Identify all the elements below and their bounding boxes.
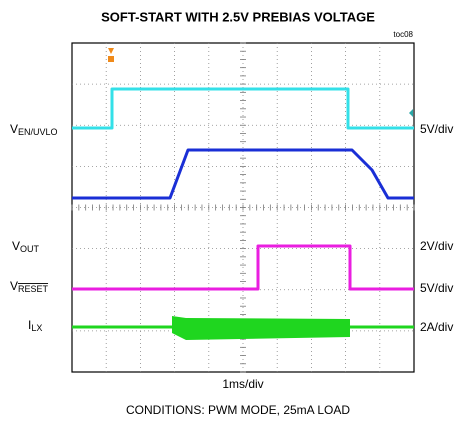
figure-code: toc08 (393, 30, 413, 39)
channel-scale: 5V/div (420, 122, 453, 136)
label-main: V (10, 122, 18, 136)
trace-reset (72, 244, 414, 291)
label-main: V (12, 239, 20, 253)
label-sub: OUT (20, 244, 40, 254)
channel-scale: 2A/div (420, 320, 453, 334)
time-scale: 1ms/div (222, 377, 263, 391)
label-sub: LX (31, 323, 42, 333)
channel-label: VOUT (12, 239, 40, 254)
trigger-marker (108, 48, 114, 62)
trace-out-ramp (72, 148, 414, 200)
conditions: CONDITIONS: PWM MODE, 25mA LOAD (126, 403, 350, 417)
channel-label: ILX (28, 318, 42, 333)
level-marker (409, 109, 413, 117)
channel-label: VRESET (10, 279, 49, 294)
channel-scale: 5V/div (420, 281, 453, 295)
label-main: I (28, 318, 31, 332)
label-sub: EN/UVLO (18, 127, 58, 137)
channel-scale: 2V/div (420, 239, 453, 253)
trace-en (72, 87, 414, 130)
title: SOFT-START WITH 2.5V PREBIAS VOLTAGE (101, 9, 375, 24)
channel-label: VEN/UVLO (10, 122, 58, 137)
label-main: V (10, 279, 18, 293)
trace-ilx-band (172, 316, 350, 340)
label-sub: RESET (18, 284, 49, 294)
